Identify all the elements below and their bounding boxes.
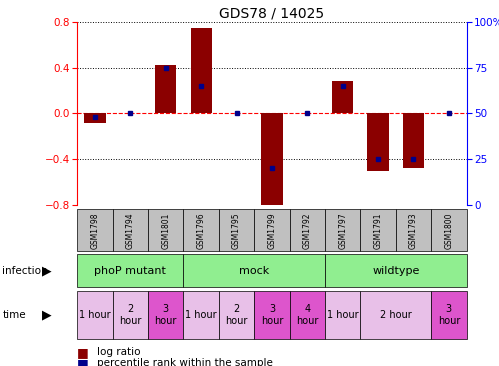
Text: ▶: ▶ <box>41 264 51 277</box>
Text: log ratio: log ratio <box>97 347 141 357</box>
Text: 1 hour: 1 hour <box>79 310 111 320</box>
Text: ■: ■ <box>77 346 89 359</box>
Bar <box>261 113 282 214</box>
Text: GSM1794: GSM1794 <box>126 212 135 249</box>
Bar <box>155 66 177 113</box>
Text: GSM1799: GSM1799 <box>267 212 276 249</box>
Text: ▶: ▶ <box>41 308 51 321</box>
Text: GSM1791: GSM1791 <box>374 212 383 249</box>
Bar <box>332 82 353 113</box>
Text: ■: ■ <box>77 356 89 366</box>
Text: 1 hour: 1 hour <box>327 310 359 320</box>
Text: 3
hour: 3 hour <box>438 304 460 326</box>
Bar <box>191 28 212 113</box>
Text: GSM1798: GSM1798 <box>90 212 99 249</box>
Text: GSM1796: GSM1796 <box>197 212 206 249</box>
Text: infection: infection <box>2 266 48 276</box>
Title: GDS78 / 14025: GDS78 / 14025 <box>220 7 324 21</box>
Text: time: time <box>2 310 26 320</box>
Text: GSM1795: GSM1795 <box>232 212 241 249</box>
Text: 2
hour: 2 hour <box>226 304 248 326</box>
Bar <box>367 113 389 171</box>
Text: GSM1792: GSM1792 <box>303 212 312 249</box>
Text: 2 hour: 2 hour <box>380 310 412 320</box>
Text: wildtype: wildtype <box>372 266 420 276</box>
Text: GSM1801: GSM1801 <box>161 213 170 249</box>
Bar <box>84 113 106 123</box>
Text: 3
hour: 3 hour <box>155 304 177 326</box>
Text: GSM1800: GSM1800 <box>445 212 454 249</box>
Text: 4
hour: 4 hour <box>296 304 318 326</box>
Text: phoP mutant: phoP mutant <box>94 266 166 276</box>
Text: 1 hour: 1 hour <box>185 310 217 320</box>
Text: GSM1797: GSM1797 <box>338 212 347 249</box>
Text: mock: mock <box>239 266 269 276</box>
Text: 2
hour: 2 hour <box>119 304 142 326</box>
Text: 3
hour: 3 hour <box>261 304 283 326</box>
Text: percentile rank within the sample: percentile rank within the sample <box>97 358 273 366</box>
Bar <box>403 113 424 168</box>
Text: GSM1793: GSM1793 <box>409 212 418 249</box>
